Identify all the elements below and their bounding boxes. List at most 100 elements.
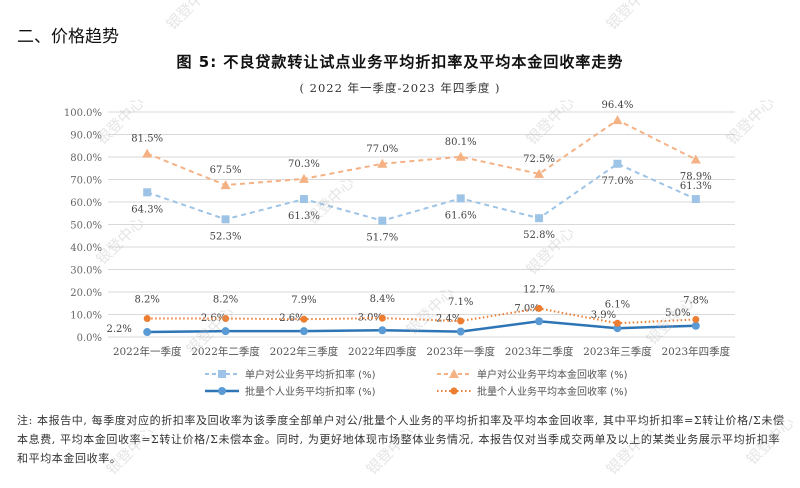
legend-item-corporate-discount: 单户对公业务平均折扣率 (%) [205,366,375,381]
y-tick-label: 10.0% [70,311,102,322]
data-label: 67.5% [210,165,242,176]
legend-item-personal-discount: 批量个人业务平均折扣率 (%) [205,383,375,398]
data-label: 6.1% [605,299,630,310]
data-point-triangle-icon [690,154,701,164]
data-point-diamond-icon [300,315,308,323]
data-label: 3.0% [358,312,383,323]
data-label: 8.2% [134,295,159,306]
data-label: 8.2% [213,295,238,306]
legend-label: 批量个人业务平均折扣率 (%) [245,387,376,398]
data-point-circle-icon [691,321,700,330]
y-tick-label: 100.0% [64,108,102,119]
data-label: 51.7% [366,233,398,244]
data-label: 2.6% [201,313,226,324]
data-label: 3.9% [591,310,616,321]
data-label: 64.3% [131,204,163,215]
data-label: 70.3% [288,159,320,170]
data-point-circle-icon [143,328,152,337]
data-point-diamond-icon [535,304,543,312]
legend-marker-square-icon [205,369,239,378]
figure-title: 图 5: 不良贷款转让试点业务平均折扣率及平均本金回收率走势 [176,53,624,71]
data-label: 80.1% [445,137,477,148]
data-point-diamond-icon [457,317,465,325]
data-point-square-icon [221,215,230,224]
data-label: 77.0% [366,144,398,155]
data-point-diamond-icon [613,319,621,327]
footnote: 注: 本报告中, 每季度对应的折扣率及回收率为该季度全部单户对公/批量个人业务的… [17,414,785,465]
data-label: 2.4% [436,314,461,325]
legend-label: 单户对公业务平均折扣率 (%) [245,370,376,381]
legend-marker-triangle-icon [437,368,471,378]
data-label: 8.4% [370,294,395,305]
data-label: 78.9% [680,171,712,182]
data-label: 96.4% [602,100,634,111]
figure-subtitle: ( 2022 年一季度-2023 年四季度 ) [299,81,501,95]
data-point-triangle-icon [612,115,623,125]
legend-marker-diamond-icon [437,387,471,394]
data-point-circle-icon [613,324,622,333]
data-point-square-icon [299,195,308,204]
y-tick-label: 50.0% [70,221,102,232]
data-label: 61.6% [445,210,477,221]
x-tick-label: 2023年一季度 [426,345,495,358]
x-tick-label: 2023年二季度 [505,345,574,358]
data-point-square-icon [143,188,152,197]
data-label: 7.0% [514,303,539,314]
data-point-circle-icon [456,327,465,336]
y-tick-label: 0.0% [77,333,102,344]
data-label: 81.5% [131,134,163,145]
data-point-triangle-icon [298,173,309,183]
section-title: 二、价格趋势 [17,27,119,47]
legend-item-corporate-recovery: 单户对公业务平均本金回收率 (%) [437,366,627,381]
data-point-square-icon [535,214,544,223]
data-point-circle-icon [378,326,387,335]
x-tick-label: 2023年四季度 [661,345,730,358]
legend-label: 批量个人业务平均本金回收率 (%) [477,387,628,398]
data-label: 61.3% [288,211,320,222]
y-tick-label: 70.0% [70,176,102,187]
y-tick-label: 60.0% [70,198,102,209]
y-tick-label: 30.0% [70,266,102,277]
x-tick-label: 2022年一季度 [113,345,182,358]
data-point-diamond-icon [378,314,386,322]
data-label: 52.3% [210,231,242,242]
series-line [147,319,696,334]
data-label: 77.0% [602,176,634,187]
data-label: 7.1% [448,297,473,308]
x-tick-label: 2023年三季度 [583,345,652,358]
y-tick-label: 80.0% [70,153,102,164]
legend-label: 单户对公业务平均本金回收率 (%) [477,370,628,381]
legend-marker-circle-icon [205,386,239,395]
x-tick-label: 2022年四季度 [348,345,417,358]
data-label: 2.2% [106,324,131,335]
data-point-triangle-icon [377,158,388,168]
series-line [146,162,697,222]
data-point-square-icon [378,216,387,225]
data-point-diamond-icon [143,315,151,323]
data-point-square-icon [456,194,465,203]
data-point-square-icon [691,195,700,204]
data-point-triangle-icon [220,180,231,190]
data-point-circle-icon [221,327,230,336]
data-label: 7.8% [683,295,708,306]
data-point-circle-icon [535,317,544,326]
x-tick-label: 2022年二季度 [191,345,260,358]
data-point-triangle-icon [142,148,153,158]
series-line [146,118,697,187]
data-point-diamond-icon [692,315,700,323]
line-chart: 0.0% 10.0% 20.0% 30.0% 40.0% 50.0% 60.0% 70.0% 8… [64,100,735,358]
data-point-diamond-icon [222,315,230,323]
data-label: 5.0% [665,308,690,319]
data-point-circle-icon [299,327,308,336]
legend-item-personal-recovery: 批量个人业务平均本金回收率 (%) [437,383,627,398]
y-tick-label: 40.0% [70,243,102,254]
data-label: 12.7% [523,284,555,295]
x-tick-label: 2022年三季度 [270,345,339,358]
y-tick-label: 20.0% [70,288,102,299]
data-label: 52.8% [523,230,555,241]
data-point-triangle-icon [455,151,466,161]
data-label: 7.9% [291,295,316,306]
data-point-triangle-icon [534,168,545,178]
y-tick-label: 90.0% [70,131,102,142]
data-point-square-icon [613,159,622,168]
